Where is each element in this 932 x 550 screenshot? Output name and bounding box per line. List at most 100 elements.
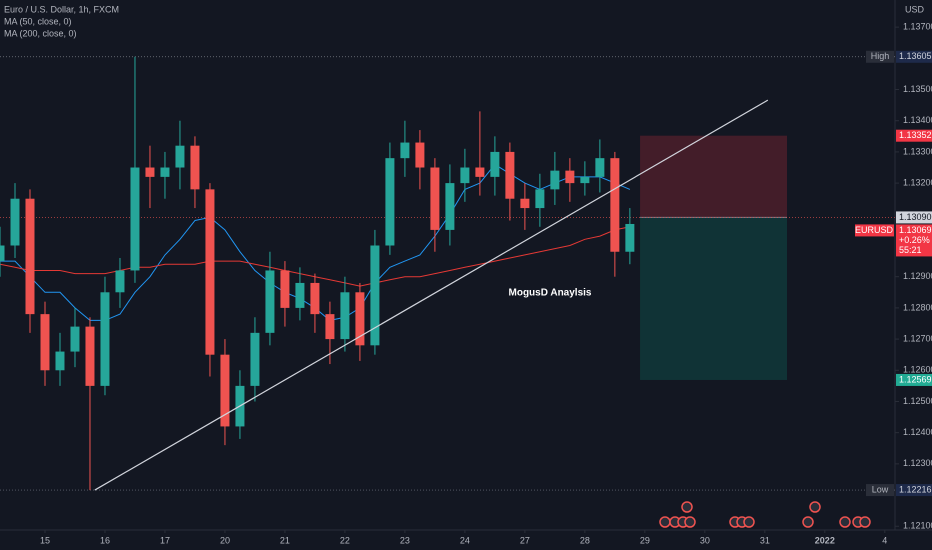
candle-body <box>115 270 125 293</box>
x-tick-label: 31 <box>760 535 770 545</box>
candle-body <box>520 198 530 209</box>
candle-body <box>55 351 65 371</box>
x-tick-label: 15 <box>40 535 50 545</box>
y-tick-label: 1.13200 <box>903 177 932 187</box>
candle-body <box>250 332 260 386</box>
y-tick-label: 1.12300 <box>903 458 932 468</box>
y-tick-label: 1.13400 <box>903 115 932 125</box>
symbol-label: EURUSD <box>855 225 894 235</box>
x-tick-label: 22 <box>340 535 350 545</box>
x-tick-label: 30 <box>700 535 710 545</box>
stop-label-box <box>896 129 932 142</box>
trendline <box>94 99 769 491</box>
level-value-box <box>896 50 932 63</box>
annotation: MogusD Anaylsis <box>509 288 592 299</box>
candle-body <box>475 167 485 177</box>
candle-body <box>355 292 365 346</box>
x-tick-label: 27 <box>520 535 530 545</box>
entry-label-box <box>896 211 932 224</box>
entry-label: 1.13090 <box>899 212 932 222</box>
x-tick-label: 23 <box>400 535 410 545</box>
stop-label: 1.13352 <box>899 130 932 140</box>
candle-body <box>85 326 95 386</box>
y-tick-label: 1.13300 <box>903 146 932 156</box>
chart-title: Euro / U.S. Dollar, 1h, FXCM <box>4 4 119 14</box>
y-tick-label: 1.12700 <box>903 333 932 343</box>
candle-body <box>550 170 560 190</box>
candle-body <box>10 198 20 246</box>
x-tick-label: 24 <box>460 535 470 545</box>
level-value: 1.12216 <box>899 484 932 494</box>
candle-body <box>460 167 470 184</box>
candle-body <box>445 183 455 230</box>
x-tick-label: 28 <box>580 535 590 545</box>
y-tick-label: 1.12900 <box>903 271 932 281</box>
candle-body <box>280 270 290 308</box>
x-tick-label: 21 <box>280 535 290 545</box>
candle-body <box>175 145 185 168</box>
last-price: 1.13069 <box>899 225 932 235</box>
y-tick-label: 1.12400 <box>903 427 932 437</box>
candle-body <box>130 167 140 271</box>
candle-body <box>70 326 80 352</box>
candle-body <box>595 158 605 177</box>
x-tick-label: 2022 <box>815 535 835 545</box>
candle-body <box>190 145 200 190</box>
level-value: 1.13605 <box>899 51 932 61</box>
target-label-box <box>896 373 932 386</box>
candle-body <box>535 189 545 209</box>
currency-label: USD <box>905 4 925 14</box>
candle-body <box>145 167 155 177</box>
candle-body <box>415 142 425 168</box>
level-tag: Low <box>872 484 889 494</box>
stop-zone <box>640 135 788 218</box>
y-tick-label: 1.12800 <box>903 302 932 312</box>
candle-body <box>0 245 5 262</box>
candle-body <box>340 292 350 340</box>
x-tick-label: 29 <box>640 535 650 545</box>
candle-body <box>430 167 440 230</box>
x-tick-label: 17 <box>160 535 170 545</box>
candle-body <box>505 151 515 199</box>
countdown: 55:21 <box>899 245 922 255</box>
candle-body <box>295 282 305 308</box>
y-tick-label: 1.12100 <box>903 521 932 531</box>
y-tick-label: 1.12500 <box>903 396 932 406</box>
candle-body <box>205 189 215 355</box>
candle-body <box>625 223 635 252</box>
x-tick-label: 4 <box>882 535 887 545</box>
last-price-box <box>896 224 932 257</box>
price-change: +0.26% <box>899 235 930 245</box>
candle-body <box>400 142 410 159</box>
candle-body <box>565 170 575 184</box>
level-tag-box <box>866 50 894 63</box>
candle-body <box>490 151 500 177</box>
y-tick-label: 1.13700 <box>903 22 932 32</box>
legend-entry: MA (200, close, 0) <box>4 28 77 38</box>
target-label: 1.12569 <box>899 374 932 384</box>
x-tick-label: 20 <box>220 535 230 545</box>
candle-body <box>580 176 590 184</box>
candle-body <box>610 158 620 252</box>
candle-body <box>100 292 110 386</box>
candle-body <box>325 314 335 340</box>
legend-entry: MA (50, close, 0) <box>4 16 72 26</box>
y-tick-label: 1.12600 <box>903 365 932 375</box>
candle-body <box>310 282 320 315</box>
level-tag: High <box>871 51 890 61</box>
level-tag-box <box>866 484 894 497</box>
candle-body <box>385 158 395 246</box>
candle-body <box>25 198 35 315</box>
candle-body <box>220 354 230 427</box>
candle-body <box>40 314 50 371</box>
event-icons <box>659 501 871 528</box>
candle-body <box>370 245 380 346</box>
candle-body <box>265 270 275 333</box>
target-zone <box>640 217 788 380</box>
symbol-box <box>855 224 894 237</box>
x-tick-label: 16 <box>100 535 110 545</box>
y-tick-label: 1.13500 <box>903 84 932 94</box>
level-value-box <box>896 484 932 497</box>
